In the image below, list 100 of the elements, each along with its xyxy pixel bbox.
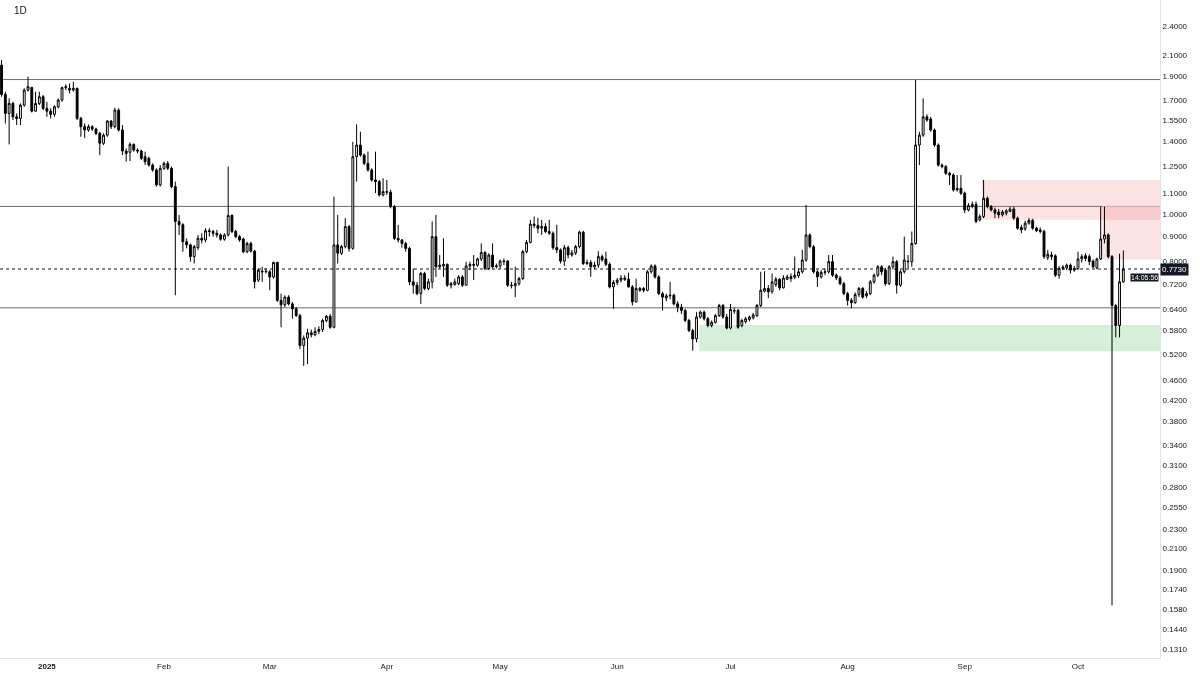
candlestick <box>544 222 547 234</box>
candlestick <box>895 259 899 295</box>
x-tick-label: Jul <box>725 661 736 671</box>
candlestick <box>729 303 732 330</box>
candlestick <box>1084 252 1087 262</box>
candlestick <box>853 291 857 305</box>
y-tick-label: 0.2800 <box>1162 482 1188 492</box>
candlestick <box>1069 263 1072 274</box>
candlestick <box>974 201 978 224</box>
candlestick <box>332 195 336 329</box>
candlestick <box>634 278 638 304</box>
candlestick <box>570 249 574 258</box>
candlestick <box>374 151 377 194</box>
candlestick <box>778 277 782 291</box>
candlestick <box>1031 218 1035 231</box>
y-tick-label: 1.4000 <box>1162 137 1188 147</box>
candlestick <box>128 141 132 162</box>
y-tick-label: 2.4000 <box>1162 21 1188 31</box>
x-tick-label: Mar <box>262 661 277 671</box>
candlestick <box>147 156 151 168</box>
y-tick-label: 1.1000 <box>1162 189 1188 199</box>
candlestick <box>498 259 502 269</box>
candlestick <box>589 259 593 278</box>
candlestick <box>34 91 37 113</box>
y-tick-label: 1.9000 <box>1162 71 1188 81</box>
y-tick-label: 1.0000 <box>1162 209 1188 219</box>
candlestick <box>770 272 774 295</box>
x-tick-label: Jun <box>610 661 624 671</box>
y-tick-label: 0.3100 <box>1162 460 1188 470</box>
candlestick <box>1118 253 1121 338</box>
candlestick <box>472 254 476 281</box>
candlestick <box>744 316 748 325</box>
y-tick-label: 0.3800 <box>1162 417 1188 427</box>
y-tick-label: 0.7200 <box>1162 280 1188 290</box>
y-tick-label: 0.8000 <box>1162 257 1188 267</box>
candlestick <box>793 256 797 280</box>
candlestick <box>1053 253 1057 278</box>
candlestick <box>90 124 94 132</box>
x-tick-label: May <box>492 661 508 671</box>
y-tick-label: 0.5200 <box>1162 349 1188 359</box>
y-tick-label: 0.1580 <box>1162 605 1188 615</box>
y-tick-label: 0.6400 <box>1162 305 1188 315</box>
y-tick-label: 1.2500 <box>1162 161 1188 171</box>
y-tick-label: 0.4200 <box>1162 395 1188 405</box>
candlestick <box>321 318 325 333</box>
candlestick <box>143 151 147 166</box>
candlestick <box>1065 263 1069 271</box>
candlestick <box>241 237 245 254</box>
candlestick <box>204 227 207 243</box>
candlestick <box>306 328 309 365</box>
y-tick-label: 1.7000 <box>1162 95 1188 105</box>
y-tick-label: 0.5800 <box>1162 326 1188 336</box>
candlestick <box>453 278 457 286</box>
candlestick <box>1042 229 1046 260</box>
candlestick <box>1087 253 1091 266</box>
x-tick-label: Sep <box>957 661 973 671</box>
y-tick-label: 1.5500 <box>1162 115 1188 125</box>
candlestick <box>260 266 264 283</box>
candlestick <box>245 241 249 254</box>
candlestick <box>113 107 117 129</box>
candlestick <box>562 244 566 267</box>
candlestick <box>1001 209 1004 218</box>
candlestick <box>215 229 219 239</box>
candlestick <box>219 232 223 242</box>
candlestick <box>1004 208 1008 217</box>
candlestick <box>997 208 1001 219</box>
candlestick <box>951 172 955 193</box>
y-tick-label: 0.3400 <box>1162 440 1188 450</box>
y-tick-label: 0.1740 <box>1162 584 1188 594</box>
candlestick <box>457 274 461 286</box>
candlestick <box>1076 251 1080 271</box>
candlestick <box>513 266 517 298</box>
y-tick-label: 2.1000 <box>1162 50 1188 60</box>
chart-title: 1D <box>14 4 27 16</box>
y-tick-label: 0.2300 <box>1162 524 1188 534</box>
candlestick <box>207 227 211 238</box>
candlestick <box>536 217 540 234</box>
candlestick <box>419 271 423 305</box>
candlestick <box>781 274 785 289</box>
candlestick <box>596 250 600 269</box>
candlestick <box>540 219 544 236</box>
candlestick <box>955 174 959 193</box>
candlestick <box>155 167 158 188</box>
y-tick-label: 0.1900 <box>1162 565 1188 575</box>
y-tick-label: 0.2550 <box>1162 502 1188 512</box>
candlestick <box>381 177 385 197</box>
candlestick <box>993 207 997 219</box>
y-tick-label: 0.2100 <box>1162 544 1188 554</box>
candlestick <box>211 229 215 238</box>
y-tick-label: 0.1310 <box>1162 645 1188 655</box>
ref-line-label: 0.7730 <box>1162 265 1188 274</box>
candlestick <box>139 149 143 161</box>
candlestick <box>313 326 317 337</box>
x-tick-label: Feb <box>157 661 172 671</box>
candlestick <box>226 166 230 238</box>
x-tick-label: Aug <box>840 661 855 671</box>
y-tick-label: 0.1440 <box>1162 625 1188 635</box>
candlestick <box>189 242 192 263</box>
candlestick <box>827 254 831 274</box>
x-tick-label: Oct <box>1071 661 1086 671</box>
